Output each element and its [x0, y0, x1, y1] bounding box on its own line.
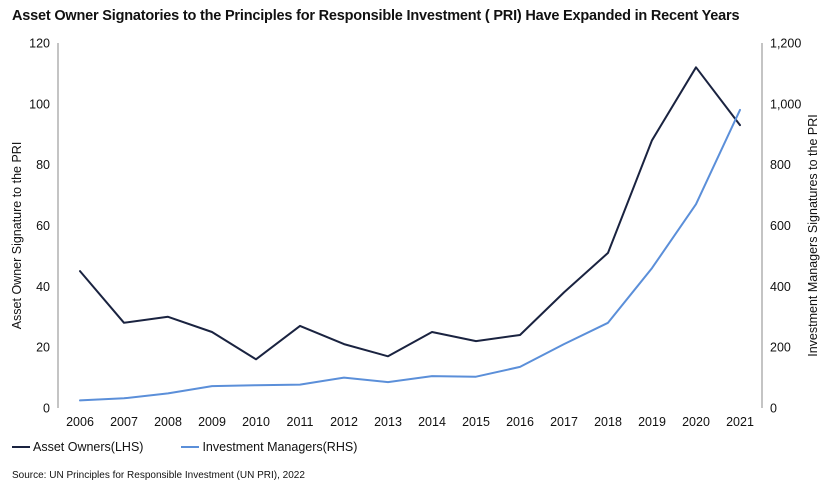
- left-y-tick-label: 20: [36, 341, 50, 355]
- left-y-tick-label: 100: [29, 97, 50, 111]
- legend-swatch-investment-managers: [181, 446, 200, 448]
- x-tick-label: 2008: [154, 415, 182, 429]
- x-tick-label: 2018: [594, 415, 622, 429]
- x-tick-label: 2011: [287, 415, 314, 429]
- x-tick-label: 2020: [682, 415, 710, 429]
- asset-owners-line: [79, 66, 741, 361]
- axes: [57, 43, 763, 408]
- legend-item-investment-managers: Investment Managers(RHS): [181, 440, 357, 454]
- right-y-tick-label: 0: [770, 402, 777, 416]
- legend-item-asset-owners: Asset Owners(LHS): [12, 440, 143, 454]
- right-y-axis-title: Investment Managers Signatures to the PR…: [806, 114, 820, 357]
- right-y-axis-ticks: 0 200 400 600 800 1,000 1,200: [770, 37, 801, 416]
- x-tick-label: 2019: [638, 415, 666, 429]
- x-tick-label: 2021: [726, 415, 754, 429]
- x-axis-ticks: 2006 2007 2008 2009 2010 2011 2012 2013 2014 2015…: [66, 415, 754, 429]
- right-y-tick-label: 200: [770, 341, 791, 355]
- x-tick-label: 2006: [66, 415, 94, 429]
- right-y-tick-label: 800: [770, 158, 791, 172]
- x-tick-label: 2017: [550, 415, 578, 429]
- x-tick-label: 2010: [242, 415, 270, 429]
- legend-swatch-asset-owners: [12, 446, 30, 448]
- left-y-tick-label: 60: [36, 219, 50, 233]
- x-tick-label: 2014: [418, 415, 446, 429]
- x-tick-label: 2009: [198, 415, 226, 429]
- legend-label-investment-managers: Investment Managers(RHS): [202, 440, 358, 454]
- investment-managers-line: [79, 108, 741, 402]
- x-tick-label: 2007: [110, 415, 138, 429]
- legend-label-asset-owners: Asset Owners(LHS): [33, 440, 144, 454]
- left-y-tick-label: 40: [36, 280, 50, 294]
- right-y-tick-label: 1,200: [770, 37, 801, 51]
- x-tick-label: 2016: [506, 415, 534, 429]
- right-y-tick-label: 400: [770, 280, 791, 294]
- right-y-tick-label: 1,000: [770, 97, 801, 111]
- right-y-tick-label: 600: [770, 219, 791, 233]
- left-y-axis-ticks: 0 20 40 60 80 100 120: [29, 37, 50, 416]
- source-note: Source: UN Principles for Responsible In…: [12, 470, 305, 481]
- x-tick-label: 2012: [330, 415, 358, 429]
- series-lines: [79, 66, 741, 402]
- x-tick-label: 2013: [374, 415, 402, 429]
- left-y-tick-label: 80: [36, 158, 50, 172]
- left-y-tick-label: 0: [43, 402, 50, 416]
- legend: Asset Owners(LHS) Investment Managers(RH…: [12, 440, 395, 454]
- left-y-tick-label: 120: [29, 37, 50, 51]
- x-tick-label: 2015: [462, 415, 490, 429]
- left-y-axis-title: Asset Owner Signature to the PRI: [10, 142, 24, 330]
- chart-title: Asset Owner Signatories to the Principle…: [12, 8, 740, 24]
